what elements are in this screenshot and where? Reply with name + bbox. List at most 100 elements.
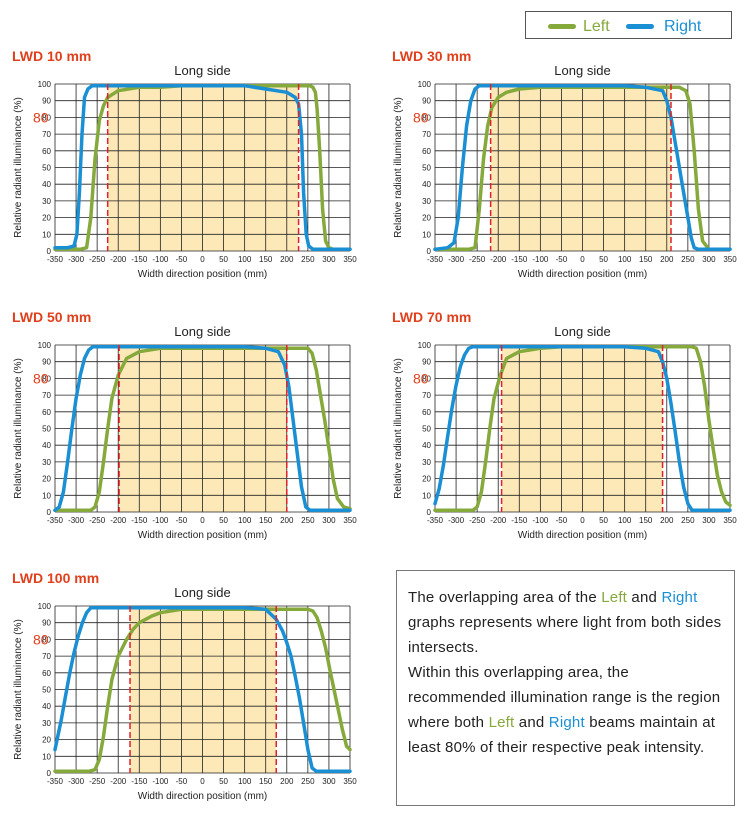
series-line-right: [53, 83, 352, 252]
y-tick-label: 100: [38, 341, 52, 350]
x-tick-label: -100: [152, 255, 169, 264]
chart-lwd-70: LWD 70 mm Long side -350 -300 -250 -200 -150 -1…: [380, 305, 747, 555]
series-line-right: [53, 344, 352, 513]
x-tick-label: -250: [89, 777, 106, 786]
chart-title: LWD 50 mm: [12, 309, 91, 325]
explanation-text: and: [627, 589, 662, 606]
x-tick-label: -200: [490, 516, 507, 525]
y-tick-label: 30: [42, 458, 51, 467]
legend-right-swatch: [626, 24, 654, 29]
y-tick-label: 0: [47, 769, 52, 778]
legend-left-label: Left: [583, 18, 610, 35]
x-tick-label: 200: [280, 777, 294, 786]
x-axis-label: Width direction position (mm): [138, 791, 267, 802]
y-tick-label: 20: [422, 475, 431, 484]
x-tick-label: -50: [176, 255, 188, 264]
explanation-right-word: Right: [548, 714, 585, 731]
x-tick-label: 350: [343, 777, 357, 786]
y-axis-label: Relative radiant illuminance (%): [13, 358, 24, 499]
legend-right-label: Right: [664, 18, 702, 35]
x-tick-label: -350: [427, 255, 444, 264]
y-tick-label: 10: [422, 491, 431, 500]
x-tick-label: -250: [469, 516, 486, 525]
x-tick-label: 50: [219, 777, 228, 786]
x-tick-label: -350: [47, 516, 64, 525]
x-tick-label: 250: [301, 255, 315, 264]
y-tick-label: 30: [422, 458, 431, 467]
y-tick-label: 60: [422, 147, 431, 156]
y-tick-label: 30: [422, 197, 431, 206]
threshold-80-label: 80: [33, 109, 49, 125]
chart-subtitle: Long side: [174, 324, 230, 339]
y-tick-label: 90: [42, 358, 51, 367]
x-tick-label: 200: [660, 255, 674, 264]
x-tick-label: -300: [448, 255, 465, 264]
y-tick-label: 60: [42, 669, 51, 678]
chart-title: LWD 70 mm: [392, 309, 471, 325]
y-tick-label: 40: [422, 180, 431, 189]
y-tick-label: 50: [422, 425, 431, 434]
series-line-right: [53, 605, 352, 774]
x-tick-label: 300: [322, 255, 336, 264]
explanation-left-word: Left: [601, 589, 628, 606]
chart-lwd-50: LWD 50 mm Long side -350 -300 -250 -200 -150 -1…: [0, 305, 370, 555]
x-tick-label: 0: [200, 516, 205, 525]
x-axis-label: Width direction position (mm): [518, 269, 647, 280]
x-tick-label: 0: [200, 777, 205, 786]
chart-subtitle: Long side: [554, 324, 610, 339]
x-tick-label: 50: [599, 255, 608, 264]
y-tick-label: 0: [47, 508, 52, 517]
explanation-text: The overlapping area of the: [408, 589, 602, 606]
x-tick-label: -50: [556, 255, 568, 264]
chart-lwd-10: LWD 10 mm Long side -350 -300 -250 -200 -150 -1…: [0, 44, 370, 294]
y-tick-label: 40: [422, 441, 431, 450]
y-tick-label: 60: [42, 408, 51, 417]
explanation-paragraph-1: The overlapping area of the Left and Rig…: [408, 585, 724, 660]
chart-title: LWD 30 mm: [392, 48, 471, 64]
x-tick-label: 300: [322, 777, 336, 786]
y-tick-label: 30: [42, 197, 51, 206]
y-tick-label: 0: [427, 508, 432, 517]
explanation-text: graphs represents where light from both …: [408, 614, 722, 656]
x-tick-label: 0: [200, 255, 205, 264]
x-tick-label: 200: [660, 516, 674, 525]
chart-legend: Left Right: [525, 11, 732, 39]
chart-title: LWD 100 mm: [12, 570, 99, 586]
y-tick-label: 40: [42, 441, 51, 450]
y-tick-label: 80: [42, 113, 51, 122]
x-tick-label: 350: [723, 516, 737, 525]
x-tick-label: 100: [238, 777, 252, 786]
x-tick-label: -100: [152, 777, 169, 786]
x-tick-label: 50: [599, 516, 608, 525]
legend-left-swatch: [548, 24, 576, 29]
x-tick-label: 100: [618, 516, 632, 525]
y-tick-label: 50: [42, 425, 51, 434]
x-axis-label: Width direction position (mm): [138, 530, 267, 541]
x-tick-label: 300: [702, 516, 716, 525]
y-axis-label: Relative radiant illuminance (%): [13, 97, 24, 238]
threshold-80-label: 80: [413, 109, 429, 125]
chart-svg: LWD 10 mm Long side -350 -300 -250 -200 -150 -1…: [12, 48, 357, 280]
x-tick-label: 350: [343, 516, 357, 525]
x-tick-label: -250: [89, 516, 106, 525]
x-axis-label: Width direction position (mm): [138, 269, 267, 280]
x-tick-label: -200: [110, 255, 127, 264]
x-tick-label: 150: [259, 777, 273, 786]
x-tick-label: -200: [110, 516, 127, 525]
y-axis-label: Relative radiant illuminance (%): [393, 358, 404, 499]
x-tick-label: -200: [110, 777, 127, 786]
x-tick-label: -100: [152, 516, 169, 525]
x-tick-label: 300: [702, 255, 716, 264]
x-tick-label: 100: [238, 516, 252, 525]
series-line-right: [433, 344, 732, 513]
y-tick-label: 0: [427, 247, 432, 256]
x-tick-label: 350: [343, 255, 357, 264]
y-tick-label: 100: [418, 341, 432, 350]
threshold-80-label: 80: [413, 370, 429, 386]
x-tick-label: 350: [723, 255, 737, 264]
x-tick-label: -150: [131, 777, 148, 786]
x-tick-label: -150: [131, 255, 148, 264]
y-tick-label: 50: [42, 164, 51, 173]
chart-lwd-100: LWD 100 mm Long side -350 -300 -250 -200 -150-…: [0, 566, 370, 816]
